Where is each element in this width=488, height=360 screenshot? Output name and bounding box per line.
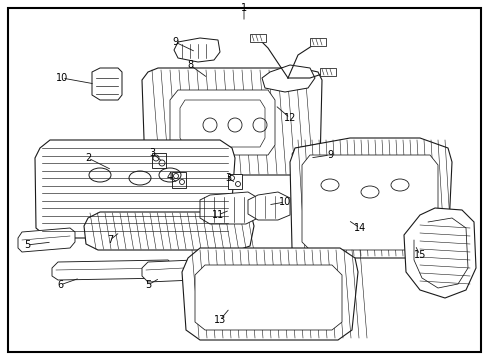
Polygon shape [35, 140, 235, 238]
Text: 5: 5 [144, 280, 151, 290]
Polygon shape [291, 144, 335, 168]
Text: 10: 10 [278, 197, 290, 207]
Text: 12: 12 [283, 113, 296, 123]
Polygon shape [142, 258, 244, 282]
Polygon shape [170, 90, 274, 155]
Text: 15: 15 [413, 250, 426, 260]
Polygon shape [92, 68, 122, 100]
Text: 4: 4 [166, 172, 173, 182]
Text: 11: 11 [211, 210, 224, 220]
Text: 9: 9 [172, 37, 178, 47]
Text: 3: 3 [224, 173, 231, 183]
Polygon shape [319, 68, 335, 76]
Text: 8: 8 [186, 60, 193, 70]
Polygon shape [302, 155, 437, 250]
Text: 7: 7 [107, 235, 113, 245]
Polygon shape [289, 138, 451, 258]
Text: 9: 9 [326, 150, 332, 160]
Polygon shape [403, 208, 475, 298]
Polygon shape [195, 265, 341, 330]
Polygon shape [180, 100, 264, 147]
Polygon shape [200, 192, 258, 224]
Polygon shape [249, 34, 265, 42]
Polygon shape [262, 65, 314, 92]
Text: 6: 6 [57, 280, 63, 290]
Text: 1: 1 [241, 3, 246, 13]
Polygon shape [182, 248, 357, 340]
Text: 2: 2 [85, 153, 91, 163]
Polygon shape [18, 228, 75, 252]
Polygon shape [227, 174, 242, 189]
Polygon shape [247, 192, 289, 220]
Text: 3: 3 [149, 148, 155, 158]
Polygon shape [84, 212, 253, 250]
Polygon shape [52, 260, 172, 280]
Text: 14: 14 [353, 223, 366, 233]
Text: 5: 5 [24, 240, 30, 250]
Text: 13: 13 [213, 315, 225, 325]
Text: 10: 10 [56, 73, 68, 83]
Polygon shape [152, 153, 165, 168]
Polygon shape [309, 38, 325, 46]
Polygon shape [172, 172, 185, 188]
Polygon shape [142, 68, 321, 175]
Polygon shape [174, 38, 220, 62]
